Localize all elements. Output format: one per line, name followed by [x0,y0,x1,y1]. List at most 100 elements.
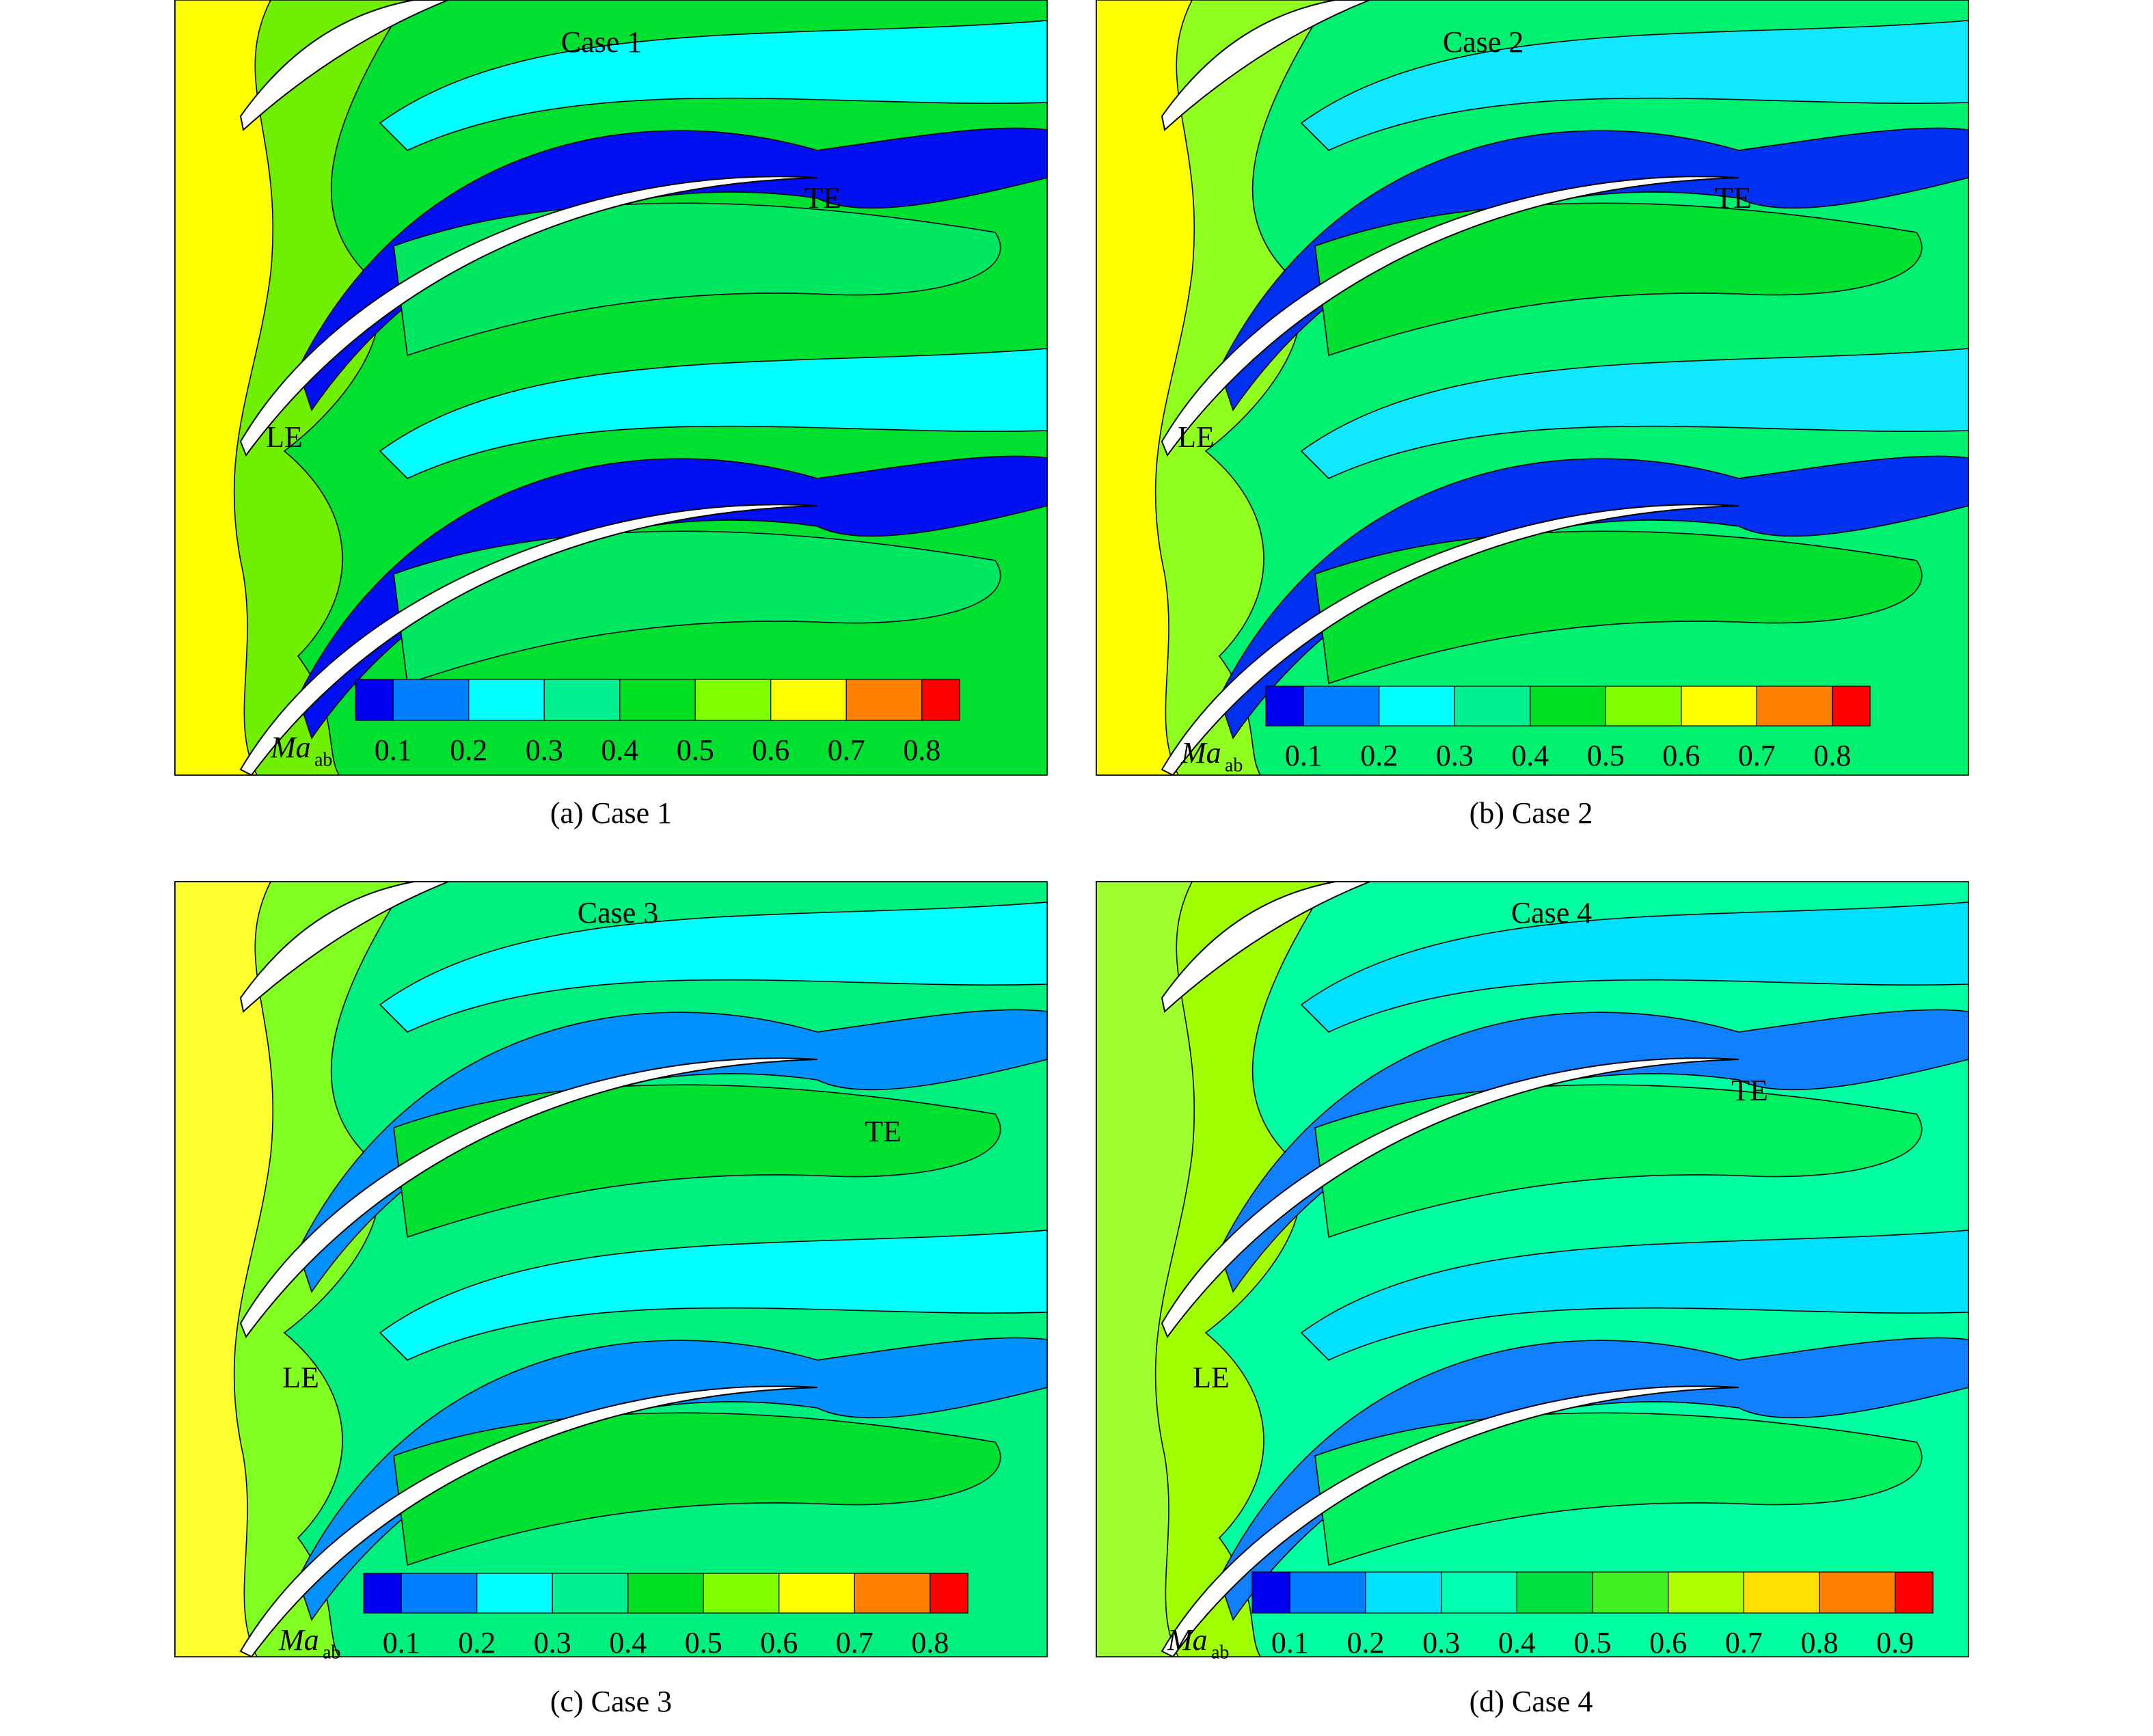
panel-title: Case 3 [578,896,659,930]
colorbar-swatch [1303,686,1380,727]
colorbar-symbol: Ma [278,1623,319,1657]
colorbar-tick-label: 0.1 [1271,1626,1309,1659]
colorbar-tick-label: 0.8 [1813,739,1851,772]
contour-field [1096,881,1969,1657]
colorbar-tick-label: 0.4 [609,1626,647,1659]
colorbar-tick-label: 0.2 [458,1626,496,1659]
colorbar-swatch [1756,686,1833,727]
colorbar-swatch [1605,686,1682,727]
panel: Case 2 LE TE 0.1 0.2 0.3 0.4 0.5 0.6 0.7 0.8 Ma ab [1096,0,1969,776]
colorbar-swatch [694,679,772,721]
contour-field [174,0,1048,776]
colorbar-tick-label: 0.6 [1662,739,1700,772]
colorbar-swatch [921,679,960,721]
colorbar-tick-label: 0.2 [450,733,487,767]
colorbar-subscript: ab [314,749,332,770]
colorbar-tick-label: 0.8 [903,733,940,767]
panel-title: Case 1 [561,25,642,59]
colorbar-swatch [845,679,923,721]
colorbar-swatch [1530,686,1606,727]
colorbar-tick-label: 0.1 [375,733,412,767]
contour-field [1096,0,1969,776]
colorbar-swatch [1251,1571,1290,1614]
colorbar-swatch [1365,1571,1442,1614]
colorbar-swatch [930,1573,969,1614]
panel-caption: (c) Case 3 [550,1685,672,1718]
colorbar-tick-label: 0.1 [1285,739,1323,772]
colorbar-swatch [1379,686,1455,727]
colorbar-tick-label: 0.7 [836,1626,874,1659]
colorbar-swatch [1895,1571,1934,1614]
colorbar-tick-label: 0.1 [383,1626,420,1659]
colorbar-swatch [1289,1571,1366,1614]
le-label: LE [266,420,303,454]
colorbar-swatch [1592,1571,1669,1614]
panel-caption: (d) Case 4 [1470,1685,1593,1718]
colorbar-swatch [1681,686,1757,727]
colorbar-swatch [1743,1571,1820,1614]
colorbar-swatch [619,679,696,721]
colorbar-swatch [1441,1571,1517,1614]
panel: Case 3 LE TE 0.1 0.2 0.3 0.4 0.5 0.6 0.7 0.8 Ma ab [174,881,1048,1663]
colorbar-tick-label: 0.2 [1360,739,1398,772]
colorbar-swatch [1454,686,1531,727]
colorbar-swatch [1265,686,1304,727]
colorbar-tick-label: 0.4 [1511,739,1549,772]
colorbar-symbol: Ma [1167,1623,1208,1657]
colorbar-swatch [392,679,470,721]
panel: Case 4 LE TE 0.1 0.2 0.3 0.4 0.5 0.6 0.7 0.8 0.9 Ma a… [1096,881,1969,1663]
colorbar-tick-label: 0.8 [1801,1626,1839,1659]
colorbar-swatch [552,1573,629,1614]
colorbar-tick-label: 0.5 [1574,1626,1612,1659]
colorbar-swatch [770,679,847,721]
contour-field [174,881,1048,1657]
colorbar-tick-label: 0.8 [911,1626,949,1659]
colorbar-tick-label: 0.5 [1587,739,1625,772]
colorbar-tick-label: 0.7 [1738,739,1776,772]
le-label: LE [1178,420,1215,454]
colorbar-swatch [778,1573,855,1614]
colorbar-symbol: Ma [1180,736,1221,770]
colorbar-swatch [468,679,545,721]
colorbar-swatch [1819,1571,1896,1614]
colorbar-swatch [543,679,621,721]
colorbar-tick-label: 0.2 [1347,1626,1385,1659]
colorbar-subscript: ab [323,1642,340,1663]
panel-title: Case 2 [1443,25,1524,59]
colorbar-swatch [703,1573,780,1614]
colorbar-tick-label: 0.6 [760,1626,798,1659]
colorbar-tick-label: 0.5 [677,733,714,767]
le-label: LE [1193,1361,1230,1394]
colorbar-swatch [854,1573,931,1614]
colorbar-swatch [1516,1571,1593,1614]
panel-title: Case 4 [1511,896,1593,930]
te-label: TE [865,1115,902,1148]
colorbar-swatch [627,1573,704,1614]
colorbar-swatch [355,679,394,721]
panel-caption: (a) Case 1 [550,796,672,830]
colorbar-tick-label: 0.3 [1422,1626,1460,1659]
colorbar-tick-label: 0.5 [685,1626,722,1659]
colorbar-swatch [401,1573,478,1614]
colorbar-swatch [1832,686,1871,727]
colorbar-tick-label: 0.7 [828,733,865,767]
colorbar-tick-label: 0.3 [526,733,563,767]
colorbar-tick-label: 0.3 [534,1626,571,1659]
colorbar-subscript: ab [1211,1642,1229,1663]
colorbar-tick-label: 0.4 [601,733,638,767]
colorbar-swatch [476,1573,553,1614]
colorbar-tick-label: 0.4 [1498,1626,1536,1659]
te-label: TE [1731,1074,1768,1107]
colorbar-swatch [1668,1571,1744,1614]
le-label: LE [282,1361,319,1394]
colorbar-swatch [363,1573,402,1614]
colorbar-subscript: ab [1225,755,1243,776]
colorbar-tick-label: 0.3 [1436,739,1474,772]
panel-caption: (b) Case 2 [1470,796,1593,830]
colorbar-tick-label: 0.9 [1876,1626,1914,1659]
te-label: TE [804,181,841,215]
colorbar-tick-label: 0.6 [752,733,789,767]
colorbar-tick-label: 0.6 [1649,1626,1687,1659]
panel: Case 1 LE TE 0.1 0.2 0.3 0.4 0.5 0.6 0.7 0.8 Ma ab [174,0,1048,776]
